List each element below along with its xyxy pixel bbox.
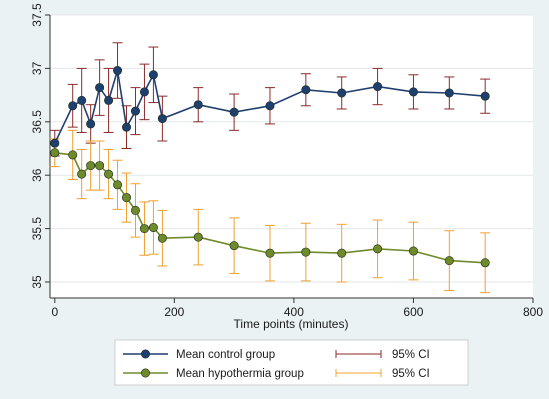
data-point <box>139 224 149 234</box>
data-point <box>337 248 347 258</box>
data-point <box>148 70 158 80</box>
data-point <box>95 161 105 171</box>
data-point <box>301 247 311 257</box>
gridlines <box>50 14 533 283</box>
data-point <box>130 205 140 215</box>
data-point <box>68 150 78 160</box>
data-point <box>408 246 418 256</box>
x-tick-label: 800 <box>523 305 543 319</box>
legend-entry: Mean hypothermia group <box>123 368 304 380</box>
legend-entry: Mean control group <box>123 349 275 361</box>
data-point <box>265 101 275 111</box>
data-point <box>68 101 78 111</box>
y-tick-label: 36.5 <box>30 110 44 134</box>
data-point <box>148 223 158 233</box>
legend: Mean control group 95% CI Mean hypothermia… <box>114 339 469 386</box>
data-point <box>408 87 418 97</box>
data-point <box>157 233 167 243</box>
data-point <box>50 138 60 148</box>
y-tick-label: 37 <box>30 61 44 75</box>
axes: 35 35.5 36 36.5 37 37.5 0 200 400 600 800 <box>30 3 543 319</box>
y-tick-label: 36 <box>30 168 44 182</box>
legend-box <box>114 339 469 386</box>
legend-label: Mean control group <box>176 349 275 361</box>
data-point <box>86 119 96 129</box>
data-point <box>373 244 383 254</box>
data-point <box>444 88 454 98</box>
y-tick-label: 35 <box>30 275 44 289</box>
x-tick-label: 600 <box>403 305 423 319</box>
legend-label: Mean hypothermia group <box>176 368 304 380</box>
data-point <box>373 82 383 92</box>
x-tick-label: 0 <box>51 305 58 319</box>
legend-entry-ci: 95% CI <box>335 368 430 380</box>
data-point <box>265 248 275 258</box>
data-point <box>113 66 123 76</box>
data-points <box>50 66 490 268</box>
y-tick-label: 37.5 <box>30 3 44 27</box>
data-point <box>122 193 132 203</box>
data-point <box>104 95 114 105</box>
legend-ci-label: 95% CI <box>392 349 430 361</box>
data-point <box>480 91 490 101</box>
data-point <box>113 180 123 190</box>
data-point <box>139 87 149 97</box>
data-point <box>193 100 203 110</box>
data-point <box>444 256 454 266</box>
data-point <box>193 232 203 242</box>
data-point <box>122 122 132 132</box>
legend-entry-ci: 95% CI <box>335 349 430 361</box>
data-point <box>480 258 490 268</box>
legend-marker-swatch <box>141 368 151 378</box>
plot-area <box>50 15 533 298</box>
data-point <box>229 107 239 117</box>
data-point <box>301 85 311 95</box>
data-point <box>77 169 87 179</box>
data-point <box>130 106 140 116</box>
data-point <box>50 148 60 158</box>
data-point <box>95 83 105 93</box>
data-point <box>337 88 347 98</box>
x-axis-label: Time points (minutes) <box>234 317 349 331</box>
x-tick-label: 400 <box>284 305 304 319</box>
x-tick-label: 200 <box>164 305 184 319</box>
data-point <box>77 95 87 105</box>
legend-marker-swatch <box>141 349 151 359</box>
data-point <box>229 241 239 251</box>
data-point <box>157 114 167 124</box>
legend-ci-label: 95% CI <box>392 368 430 380</box>
y-tick-label: 35.5 <box>30 217 44 241</box>
data-point <box>104 169 114 179</box>
data-point <box>86 161 96 171</box>
